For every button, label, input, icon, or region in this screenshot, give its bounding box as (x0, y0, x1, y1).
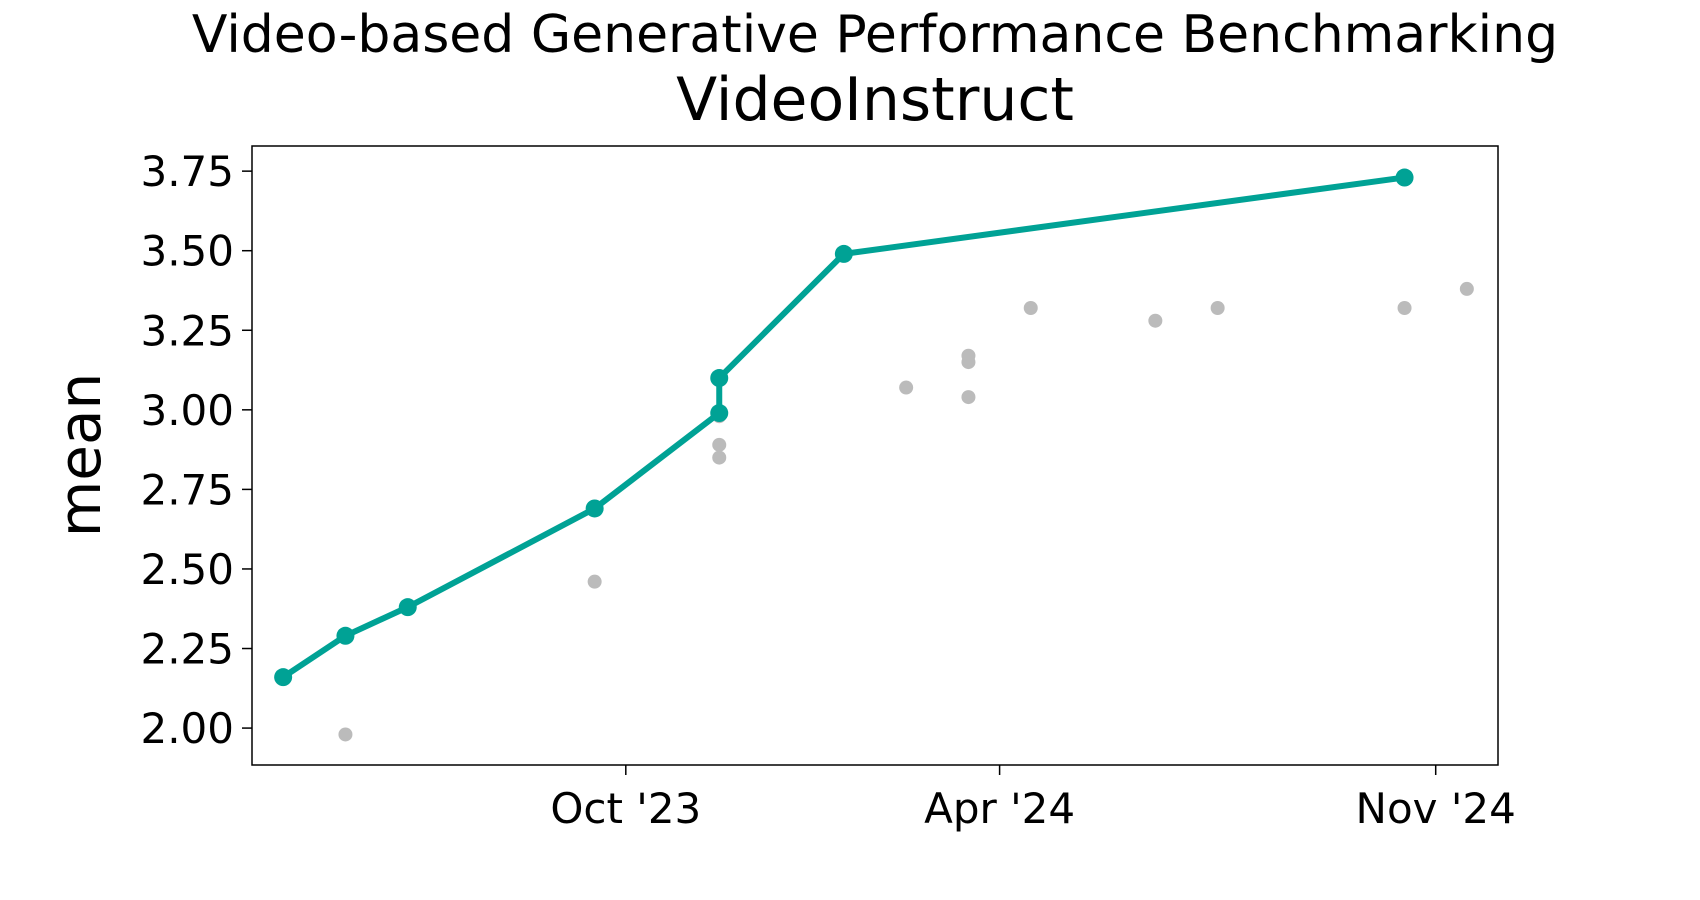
y-tick-label: 3.75 (140, 147, 234, 196)
point (961, 355, 976, 370)
marker (710, 404, 729, 423)
point (961, 390, 976, 405)
chart-subtitle: VideoInstruct (676, 65, 1074, 135)
y-tick-label: 3.25 (140, 306, 234, 355)
point (338, 727, 353, 742)
point (712, 437, 727, 452)
x-tick-label: Apr '24 (924, 784, 1075, 833)
point (1148, 313, 1163, 328)
marker (710, 369, 729, 388)
x-tick-label: Nov '24 (1356, 784, 1516, 833)
point (1210, 300, 1225, 315)
point (1023, 300, 1038, 315)
y-tick-label: 2.75 (140, 465, 234, 514)
y-tick-label: 2.50 (140, 545, 234, 594)
y-axis-label: mean (46, 373, 114, 537)
line (281, 174, 1405, 680)
point (1459, 281, 1474, 296)
point (587, 574, 602, 589)
y-tick-label: 3.50 (140, 227, 234, 276)
y-tick-label: 3.00 (140, 386, 234, 435)
marker (585, 499, 604, 518)
point (1397, 300, 1412, 315)
marker (398, 598, 417, 617)
x-tick-label: Oct '23 (550, 784, 701, 833)
plot-frame (251, 145, 1499, 766)
y-tick-label: 2.00 (140, 704, 234, 753)
marker (274, 668, 293, 687)
marker (834, 244, 853, 263)
point (712, 450, 727, 465)
point (899, 380, 914, 395)
y-tick-label: 2.25 (140, 625, 234, 674)
marker (1395, 168, 1414, 187)
marker (336, 626, 355, 645)
chart-title: Video-based Generative Performance Bench… (192, 5, 1558, 65)
